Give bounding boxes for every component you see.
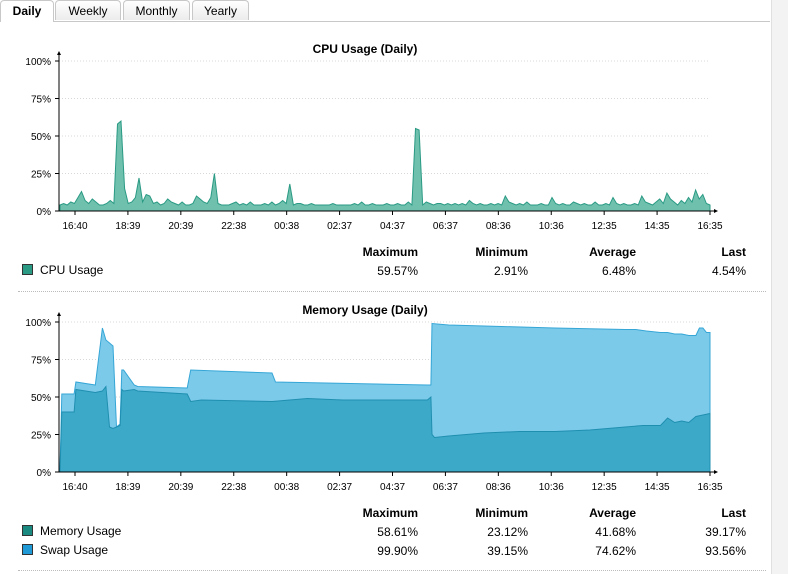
x-tick-label: 20:39 — [168, 482, 193, 493]
x-tick-label: 08:36 — [486, 482, 511, 493]
memory-usage-min: 23.12% — [487, 525, 528, 539]
x-tick-label: 10:36 — [539, 482, 564, 493]
series-area-memory-usage — [59, 385, 711, 473]
cpu-usage-min: 2.91% — [493, 264, 528, 278]
x-tick-label: 14:35 — [645, 221, 670, 232]
y-tick-label: 0% — [37, 468, 52, 479]
y-tick-label: 25% — [31, 431, 51, 442]
x-tick-label: 18:39 — [115, 221, 140, 232]
cpu-usage-label: CPU Usage — [40, 263, 104, 277]
x-tick-label: 16:35 — [697, 221, 722, 232]
tab-bar — [0, 0, 770, 22]
cpu-usage-swatch — [22, 264, 33, 275]
tab-weekly[interactable]: Weekly — [55, 0, 121, 20]
x-tick-label: 02:37 — [327, 221, 352, 232]
x-tick-label: 00:38 — [274, 221, 299, 232]
tab-monthly[interactable]: Monthly — [123, 0, 190, 20]
cpu-usage-avg: 6.48% — [601, 264, 636, 278]
x-tick-label: 04:37 — [380, 482, 405, 493]
y-tick-label: 0% — [37, 207, 52, 218]
y-axis-arrow — [57, 312, 61, 316]
cpu-usage-max: 59.57% — [377, 264, 418, 278]
memory-header-minimum: Minimum — [475, 506, 528, 520]
x-tick-label: 16:35 — [697, 482, 722, 493]
tab-yearly[interactable]: Yearly — [192, 0, 249, 20]
x-tick-label: 06:37 — [433, 482, 458, 493]
y-tick-label: 50% — [31, 393, 51, 404]
x-tick-label: 20:39 — [168, 221, 193, 232]
series-area-cpu-usage — [59, 119, 711, 212]
vertical-scrollbar[interactable] — [771, 0, 788, 574]
x-tick-label: 08:36 — [486, 221, 511, 232]
x-axis-arrow — [714, 209, 718, 213]
section-divider — [18, 291, 766, 292]
x-tick-label: 16:40 — [62, 482, 87, 493]
y-tick-label: 100% — [25, 318, 51, 329]
swap-usage-swatch — [22, 544, 33, 555]
memory-usage-avg: 41.68% — [595, 525, 636, 539]
memory-usage-last: 39.17% — [705, 525, 746, 539]
memory-header-maximum: Maximum — [362, 506, 418, 520]
cpu-header-maximum: Maximum — [362, 245, 418, 259]
cpu-chart: 0% 25% 50% 75% 100% 16:40 18:39 20:39 22:38 00:38… — [25, 51, 723, 232]
section-divider-bottom — [18, 570, 766, 571]
x-tick-label: 06:37 — [433, 221, 458, 232]
y-tick-label: 75% — [31, 95, 51, 106]
y-tick-label: 50% — [31, 132, 51, 143]
memory-usage-swatch — [22, 525, 33, 536]
x-tick-label: 12:35 — [592, 221, 617, 232]
swap-usage-max: 99.90% — [377, 544, 418, 558]
tab-daily[interactable]: Daily — [0, 0, 54, 22]
x-tick-label: 10:36 — [539, 221, 564, 232]
x-tick-label: 22:38 — [221, 482, 246, 493]
cpu-usage-last: 4.54% — [711, 264, 746, 278]
y-tick-label: 25% — [31, 170, 51, 181]
cpu-header-average: Average — [589, 245, 636, 259]
memory-header-last: Last — [721, 506, 746, 520]
x-tick-label: 22:38 — [221, 221, 246, 232]
cpu-chart-title: CPU Usage (Daily) — [312, 42, 418, 56]
memory-usage-max: 58.61% — [377, 525, 418, 539]
x-tick-label: 14:35 — [645, 482, 670, 493]
cpu-header-minimum: Minimum — [475, 245, 528, 259]
cpu-header-last: Last — [721, 245, 746, 259]
x-axis-arrow — [714, 470, 718, 474]
x-tick-label: 12:35 — [592, 482, 617, 493]
swap-usage-last: 93.56% — [705, 544, 746, 558]
memory-usage-label: Memory Usage — [40, 524, 122, 538]
swap-usage-label: Swap Usage — [40, 543, 109, 557]
x-tick-label: 00:38 — [274, 482, 299, 493]
x-tick-label: 18:39 — [115, 482, 140, 493]
y-tick-label: 100% — [25, 57, 51, 68]
swap-usage-avg: 74.62% — [595, 544, 636, 558]
x-tick-label: 16:40 — [62, 221, 87, 232]
x-tick-label: 04:37 — [380, 221, 405, 232]
y-axis-arrow — [57, 51, 61, 55]
memory-chart-title: Memory Usage (Daily) — [302, 303, 428, 317]
memory-chart: 0% 25% 50% 75% 100% 16:40 18:39 20:39 22:38 00:38… — [25, 312, 723, 493]
y-tick-label: 75% — [31, 356, 51, 367]
memory-header-average: Average — [589, 506, 636, 520]
x-tick-label: 02:37 — [327, 482, 352, 493]
swap-usage-min: 39.15% — [487, 544, 528, 558]
